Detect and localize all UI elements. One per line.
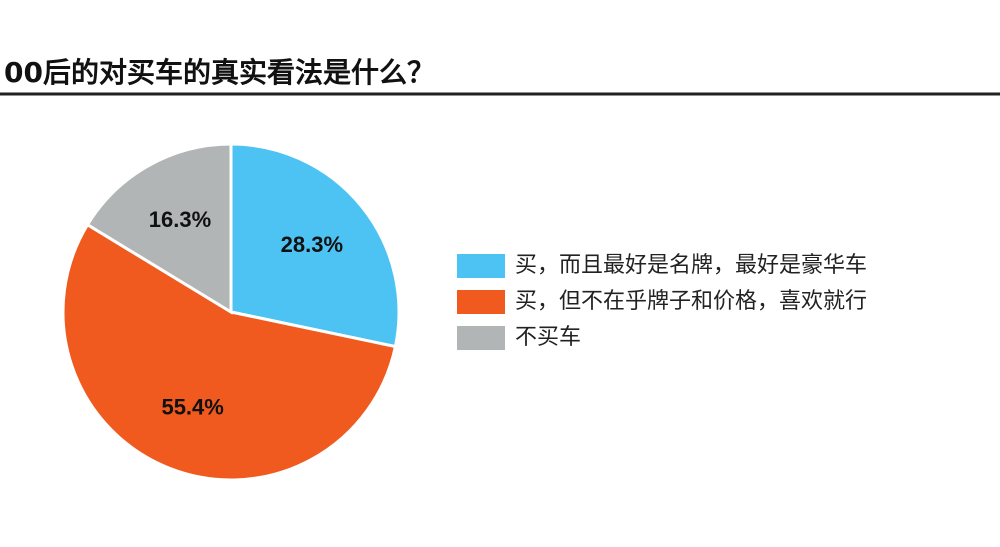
legend-swatch [457,254,505,278]
legend-swatch [457,326,505,350]
legend-swatch [457,290,505,314]
chart-title: 00后的对买车的真实看法是什么？ [4,56,435,89]
value-label: 16.3% [149,207,211,232]
legend-text: 买，而且最好是名牌，最好是豪华车 [515,253,867,278]
pie-slice [85,142,233,315]
value-label: 28.3% [281,232,343,257]
pie-slice [229,142,401,349]
legend-text: 买，但不在乎牌子和价格，喜欢就行 [515,289,867,314]
legend-text: 不买车 [515,325,581,350]
value-label: 55.4% [161,395,223,420]
pie-slice [61,222,398,482]
